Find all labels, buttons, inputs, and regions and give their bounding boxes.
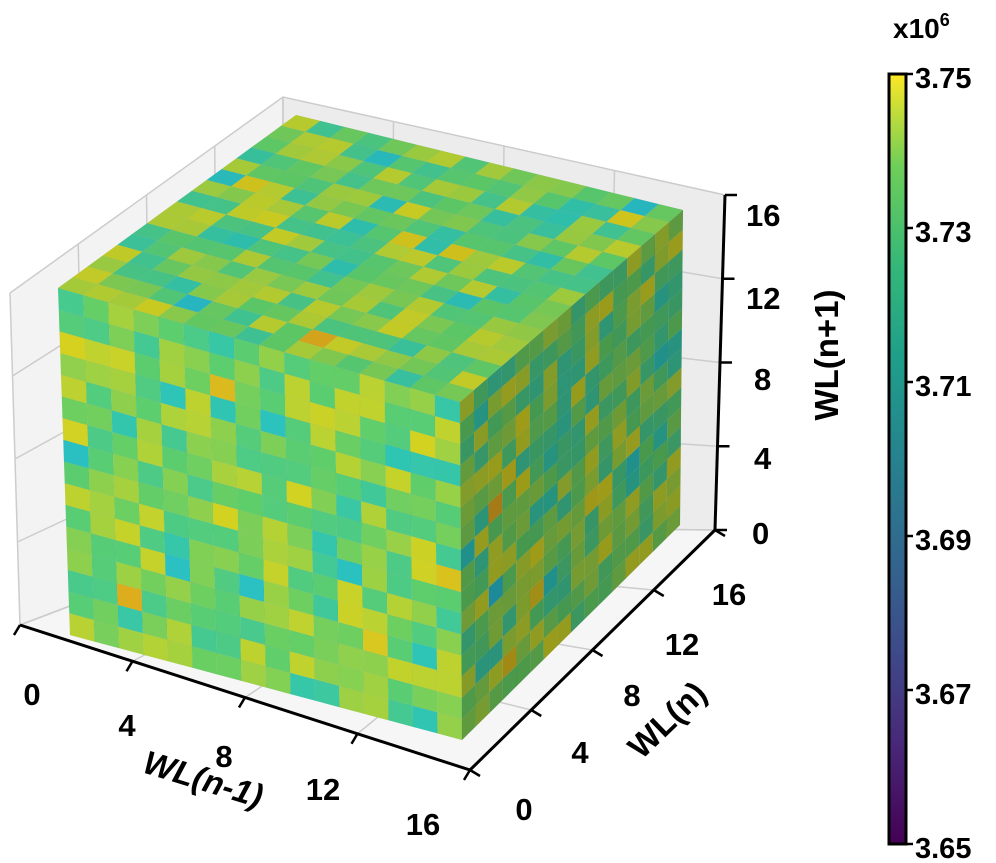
gridline [9,96,726,294]
colorbar-tick-label-3.71: 3.71 [915,371,971,403]
colorbar-multiplier-base: x10 [893,13,940,44]
z-tick-label-4: 4 [754,441,772,476]
z-tick-label-16: 16 [746,198,780,233]
x-tick-label-4: 4 [118,708,136,743]
voxel-top [644,203,684,223]
z-tick-label-8: 8 [754,362,771,397]
y-tick-label-4: 4 [571,735,589,770]
y-tick-mark [714,528,726,538]
x-tick-mark [350,733,359,745]
colorbar-tick-label-3.73: 3.73 [915,217,971,249]
x-tick-label-8: 8 [215,739,232,774]
colorbar-tick-label-3.65: 3.65 [915,833,971,863]
colorbar-tick-label-3.67: 3.67 [915,679,971,711]
y-tick-label-0: 0 [515,792,532,827]
y-tick-label-8: 8 [623,678,640,713]
x-tick-label-16: 16 [406,807,440,842]
x-tick-mark [12,624,22,636]
y-tick-label-12: 12 [665,627,699,662]
x-axis-label: WL(n-1) [139,743,267,814]
y-tick-mark [653,588,665,598]
x-tick-mark [125,660,134,672]
x-tick-mark [237,696,247,709]
colorbar-multiplier-exponent: 6 [940,10,950,30]
y-tick-label-16: 16 [712,577,746,612]
voxel-cube [57,114,684,741]
z-tick-label-0: 0 [752,516,769,551]
colorbar-tick-label-3.75: 3.75 [915,63,971,95]
x-tick-mark [462,769,472,781]
x-tick-label-12: 12 [306,772,340,807]
colorbar-ticks [906,72,913,846]
colorbar-tick-label-3.69: 3.69 [915,525,971,557]
y-tick-mark [591,648,604,658]
y-tick-mark [530,708,542,718]
z-axis-label: WL(n+1) [808,289,845,420]
y-tick-mark [469,768,481,778]
colorbar-multiplier: x106 [893,10,950,44]
z-tick-label-12: 12 [746,281,780,316]
x-tick-label-0: 0 [23,677,40,712]
colorbar [887,72,908,846]
ticks [12,193,737,781]
